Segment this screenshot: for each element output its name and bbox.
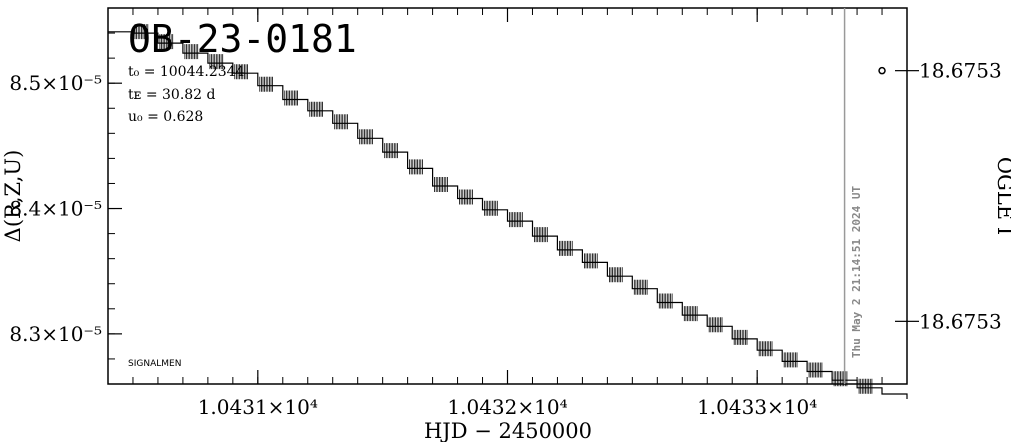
now-timestamp-label: Thu May 2 21:14:51 2024 UT [850,186,863,359]
model-curve-line [108,31,908,399]
param-t0: t₀ = 10044.2344 [128,64,245,80]
x-tick-label: 1.0432×10⁴ [447,395,567,419]
ticks-layer: 1.0431×10⁴ 1.0432×10⁴ 1.0433×10⁴ 8.5×10⁻⁵ 8.… [9,7,1002,419]
right-y-tick-label: 18.6753 [919,309,1002,333]
marker-layer [843,8,886,384]
y-tick-label: 8.4×10⁻⁵ [9,197,102,221]
y-axis-title-right: OGLE I [993,157,1011,235]
y-axis-title-left: Δ(R,Z,U) [1,150,25,243]
footer-label: SIGNALMEN [128,359,181,369]
x-tick-label: 1.0431×10⁴ [198,395,318,419]
x-tick-label: 1.0433×10⁴ [697,395,817,419]
param-u0: u₀ = 0.628 [128,109,203,125]
x-axis-title: HJD − 2450000 [424,419,592,442]
param-te: tᴇ = 30.82 d [128,87,216,103]
y-tick-label: 8.3×10⁻⁵ [9,322,102,346]
chart-title: OB-23-0181 [128,17,357,61]
series-layer [108,24,908,399]
right-y-tick-label: 18.6753 [919,59,1002,83]
ogle-data-point [878,66,886,75]
y-tick-label: 8.5×10⁻⁵ [9,71,102,95]
